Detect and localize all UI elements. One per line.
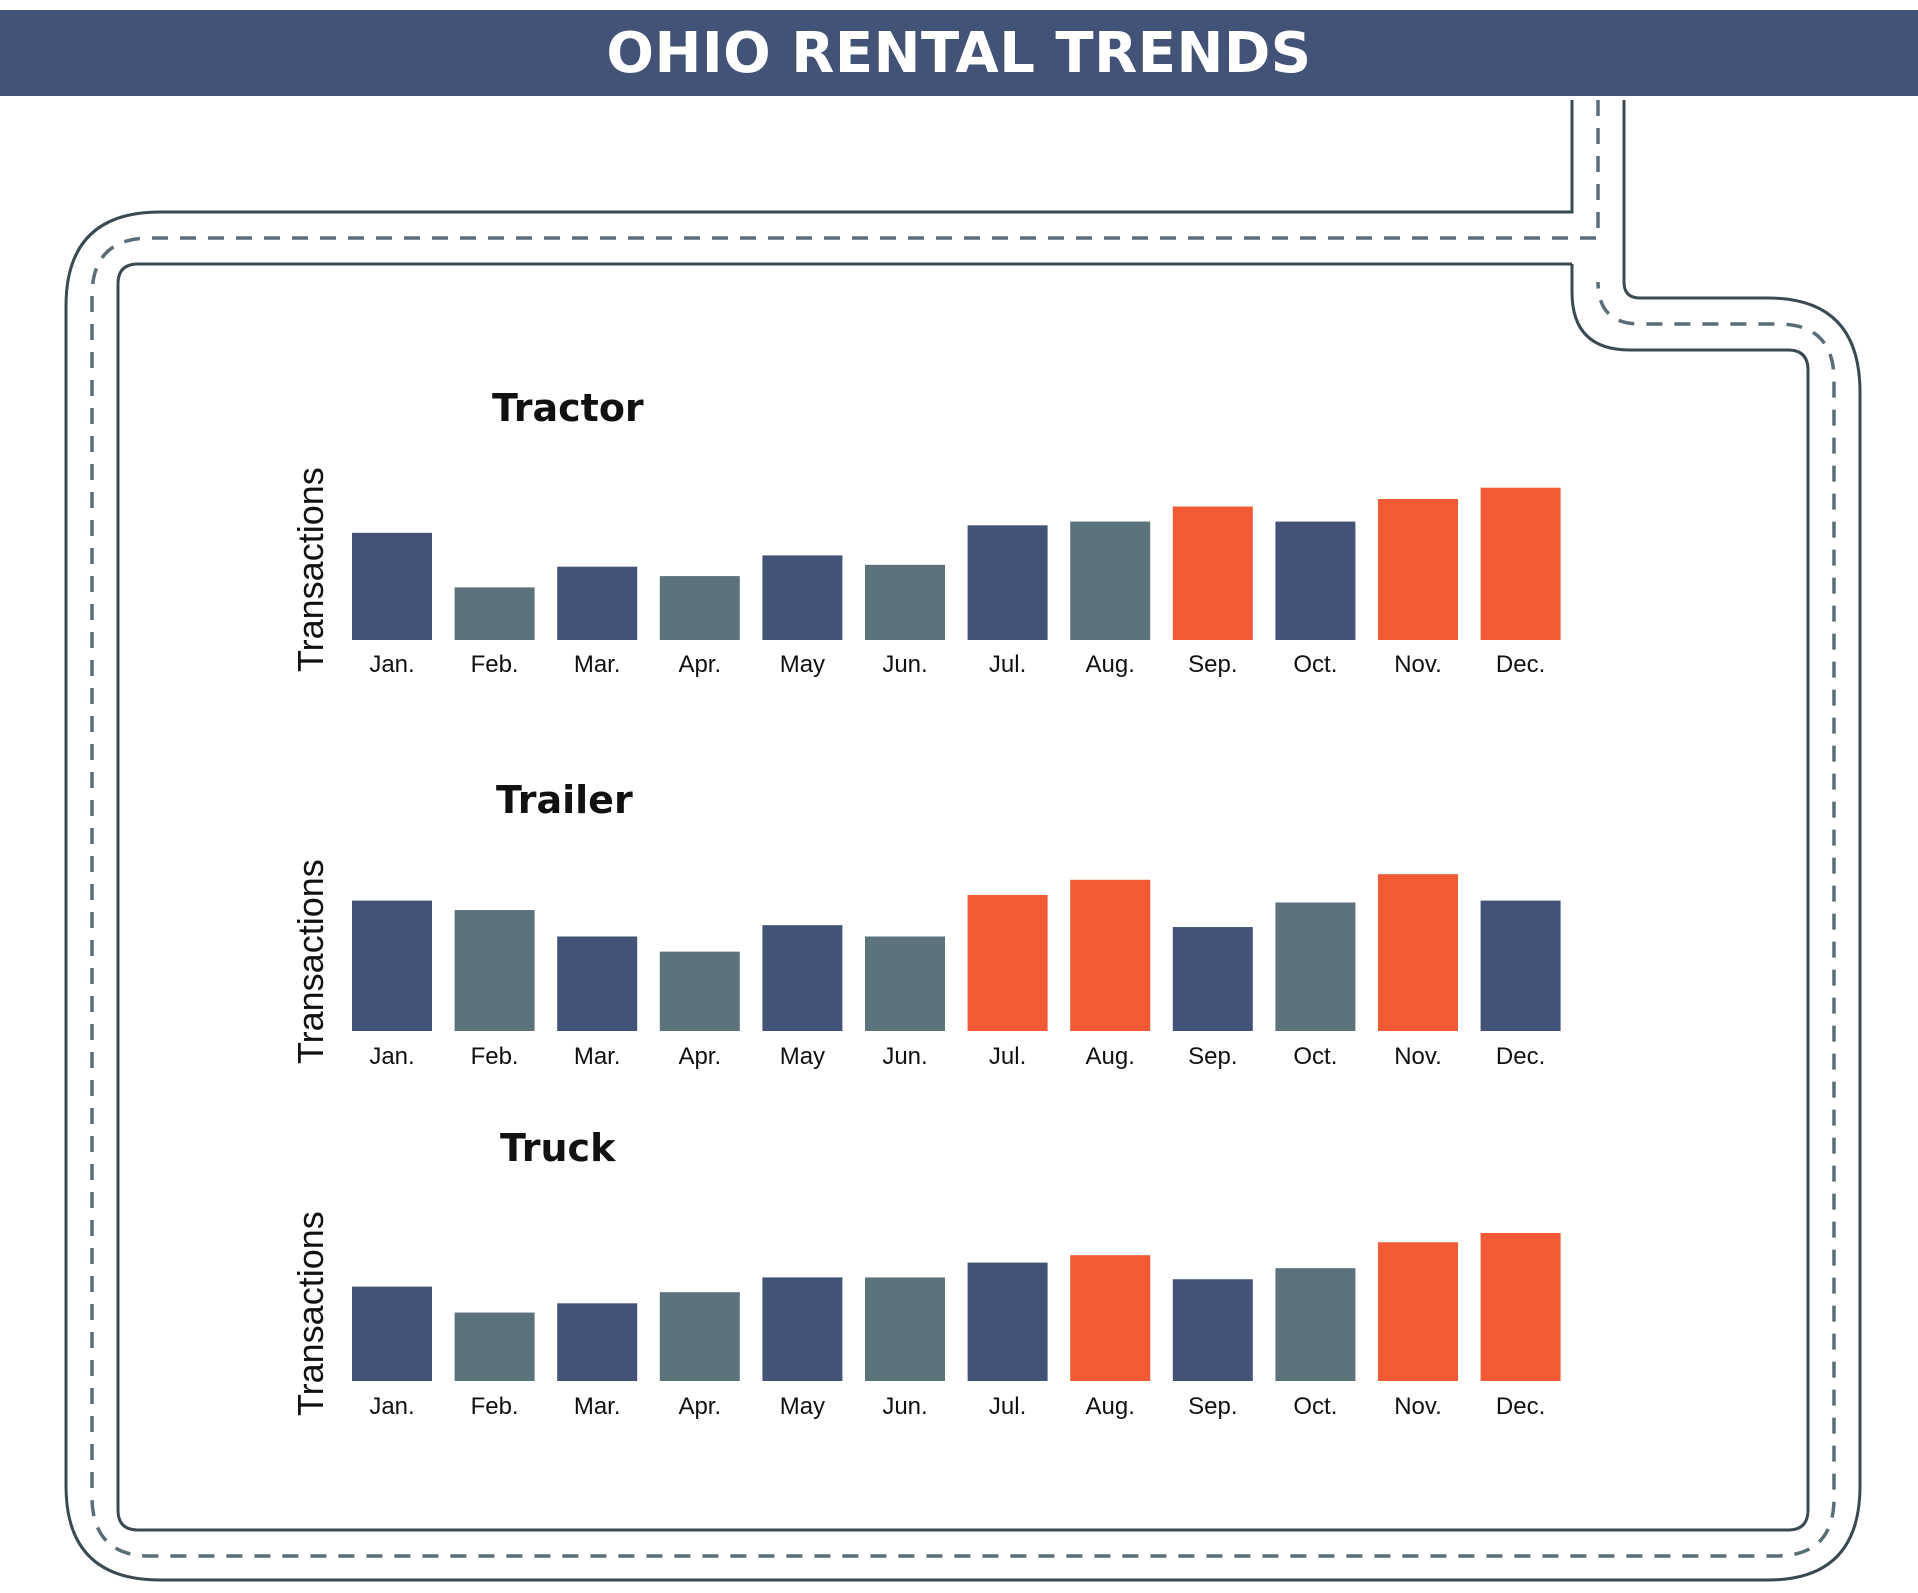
page-title: OHIO RENTAL TRENDS [606,20,1312,86]
tractor-bar-mar [557,566,638,640]
tractor-bar-jan [352,532,432,640]
tractor-tick-label: Jul. [989,651,1026,678]
truck-bar-jul [967,1262,1048,1381]
truck-bar-sep [1172,1279,1253,1381]
truck-bar-jan [352,1286,432,1381]
tractor-tick-label: Sep. [1188,651,1237,678]
truck-bar-aug [1070,1255,1151,1381]
tractor-bar-jun [865,564,945,640]
tractor-bar-jul [967,525,1048,640]
tractor-tick-label: Aug. [1086,651,1135,678]
tractor-bar-sep [1172,506,1253,640]
trailer-tick-label: May [780,1043,825,1070]
tractor-bar-may [762,555,843,640]
trailer-tick-label: Aug. [1086,1043,1135,1070]
chart-title-trailer: Trailer [496,778,633,822]
tractor-bar-apr [659,576,740,640]
truck-tick-label: Feb. [471,1393,519,1420]
tractor-tick-label: Oct. [1293,651,1337,678]
tractor-tick-label: Mar. [574,651,621,678]
trailer-tick-label: Feb. [471,1043,519,1070]
tractor-bar-dec [1480,487,1561,640]
tractor-tick-label: Jun. [882,651,927,678]
truck-tick-label: Sep. [1188,1393,1237,1420]
trailer-bar-sep [1172,927,1253,1031]
truck-bar-oct [1275,1268,1356,1381]
trailer-tick-label: Mar. [574,1043,621,1070]
trailer-tick-label: Jan. [369,1043,414,1070]
trailer-tick-label: Sep. [1188,1043,1237,1070]
truck-bar-feb [454,1312,535,1381]
trailer-bar-jan [352,900,432,1031]
tractor-bar-nov [1378,499,1458,640]
tractor-tick-label: Jan. [369,651,414,678]
title-banner: OHIO RENTAL TRENDS [0,10,1918,96]
truck-tick-label: Jul. [989,1393,1026,1420]
trailer-bar-dec [1480,900,1561,1031]
chart-title-truck: Truck [500,1126,616,1170]
truck-tick-label: Nov. [1394,1393,1442,1420]
truck-tick-label: Mar. [574,1393,621,1420]
tractor-tick-label: Apr. [678,651,721,678]
truck-bar-apr [659,1292,740,1381]
trailer-tick-label: Dec. [1496,1043,1545,1070]
trailer-bar-jul [967,894,1048,1031]
trailer-bar-may [762,925,843,1031]
truck-bar-mar [557,1303,638,1381]
trailer-bar-oct [1275,902,1356,1031]
truck-bar-jun [865,1277,945,1381]
tractor-tick-label: Dec. [1496,651,1545,678]
trailer-bar-feb [454,910,535,1031]
trailer-tick-label: Jun. [882,1043,927,1070]
truck-bar-may [762,1277,843,1381]
tractor-tick-label: Nov. [1394,651,1442,678]
truck-tick-label: Dec. [1496,1393,1545,1420]
trailer-bar-nov [1378,874,1458,1031]
truck-tick-label: Jan. [369,1393,414,1420]
truck-tick-label: May [780,1393,825,1420]
trailer-bar-mar [557,936,638,1031]
trailer-bar-apr [659,951,740,1031]
trailer-bar-aug [1070,879,1151,1031]
tractor-bar-feb [454,587,535,640]
truck-tick-label: Oct. [1293,1393,1337,1420]
truck-bar-dec [1480,1233,1561,1381]
tractor-bar-oct [1275,521,1356,640]
tractor-tick-label: Feb. [471,651,519,678]
truck-tick-label: Aug. [1086,1393,1135,1420]
tractor-tick-label: May [780,651,825,678]
trailer-tick-label: Jul. [989,1043,1026,1070]
trailer-tick-label: Apr. [678,1043,721,1070]
truck-tick-label: Jun. [882,1393,927,1420]
trailer-tick-label: Nov. [1394,1043,1442,1070]
tractor-bar-aug [1070,521,1151,640]
truck-tick-label: Apr. [678,1393,721,1420]
truck-bar-nov [1378,1242,1458,1381]
trailer-bar-jun [865,936,945,1031]
chart-title-tractor: Tractor [492,386,644,430]
trailer-tick-label: Oct. [1293,1043,1337,1070]
